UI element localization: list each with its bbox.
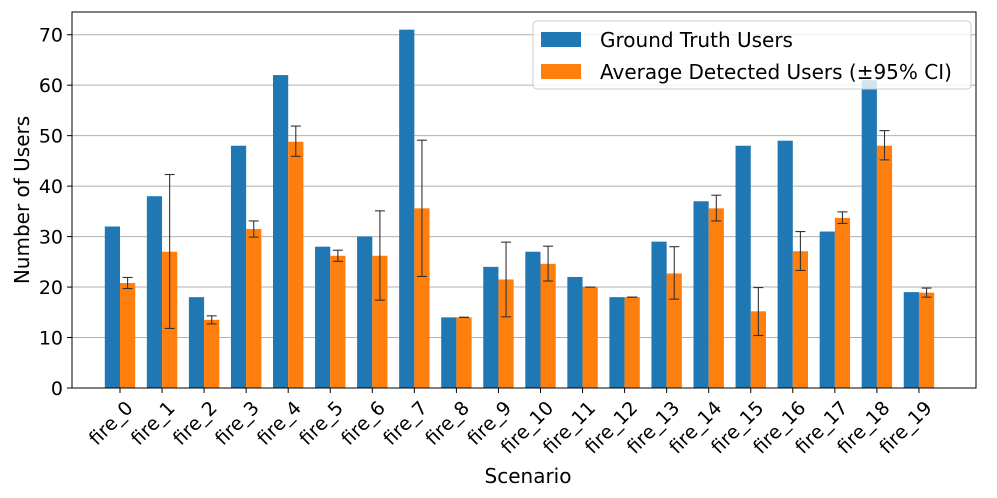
y-tick-label: 0	[51, 378, 63, 400]
y-tick-label: 10	[39, 328, 63, 350]
x-tick-label: fire_3	[211, 397, 264, 450]
bars	[104, 29, 935, 389]
bar-ground-truth	[819, 231, 835, 388]
bar-ground-truth	[104, 226, 120, 388]
legend-swatch-ground-truth	[541, 32, 581, 47]
x-tick-label: fire_5	[295, 397, 348, 450]
bar-detected	[876, 145, 893, 388]
bar-detected	[204, 319, 220, 388]
bar-detected	[288, 141, 304, 388]
bar-detected	[540, 263, 556, 388]
bar-ground-truth	[273, 75, 289, 388]
bar-ground-truth	[735, 145, 751, 388]
bar-detected	[834, 217, 851, 388]
x-tick-label: fire_8	[421, 397, 474, 450]
x-tick-label: fire_2	[169, 397, 222, 450]
legend-label-ground-truth: Ground Truth Users	[600, 28, 793, 52]
bar-ground-truth	[357, 236, 373, 388]
bar-ground-truth	[525, 251, 541, 388]
bar-ground-truth	[861, 80, 877, 389]
bar-ground-truth	[903, 292, 919, 388]
bar-ground-truth	[441, 317, 457, 388]
y-axis-ticks: 0 10 20 30 40 50 60 70	[39, 25, 72, 400]
bar-detected	[624, 297, 640, 388]
bar-detected	[414, 208, 430, 388]
legend-label-detected: Average Detected Users (±95% CI)	[600, 60, 952, 84]
bar-ground-truth	[230, 145, 247, 388]
x-tick-label: fire_7	[379, 397, 432, 450]
bar-ground-truth	[609, 297, 625, 388]
y-tick-label: 70	[39, 25, 63, 47]
plot-frame	[71, 11, 977, 389]
x-tick-label: fire_4	[253, 397, 306, 450]
bar-detected	[918, 292, 935, 388]
bar-ground-truth	[777, 140, 793, 388]
bar-ground-truth	[188, 297, 205, 388]
legend-swatch-detected	[541, 64, 581, 79]
bar-ground-truth	[483, 266, 499, 388]
bar-detected	[246, 229, 262, 388]
bar-detected	[666, 273, 682, 388]
bar-detected	[372, 255, 388, 388]
legend-box	[532, 20, 972, 90]
bar-ground-truth	[651, 241, 667, 388]
y-tick-label: 30	[39, 227, 63, 249]
y-tick-label: 50	[39, 126, 63, 148]
bar-detected	[120, 283, 136, 388]
bar-ground-truth	[399, 29, 415, 388]
error-bars	[122, 125, 932, 337]
y-axis-label: Number of Users	[10, 116, 34, 284]
gridlines	[72, 34, 976, 389]
bar-detected	[750, 311, 766, 388]
bar-ground-truth	[146, 196, 163, 388]
y-tick-label: 60	[39, 75, 63, 97]
bar-detected	[708, 208, 724, 388]
legend: Ground Truth Users Average Detected User…	[532, 20, 972, 90]
x-tick-label: fire_6	[337, 397, 390, 450]
bar-ground-truth	[567, 276, 583, 388]
y-tick-label: 20	[39, 277, 63, 299]
x-axis-label: Scenario	[485, 464, 572, 488]
bar-detected	[582, 287, 598, 388]
x-axis-ticks: fire_0fire_1fire_2fire_3fire_4fire_5fire…	[85, 388, 937, 458]
bar-detected	[792, 251, 808, 388]
bar-detected	[498, 279, 514, 388]
bar-ground-truth	[315, 246, 331, 388]
bar-detected	[330, 255, 346, 388]
y-tick-label: 40	[39, 176, 63, 198]
x-tick-label: fire_1	[127, 397, 180, 450]
bar-ground-truth	[693, 201, 709, 388]
x-tick-label: fire_0	[85, 397, 138, 450]
bar-detected	[456, 317, 472, 388]
